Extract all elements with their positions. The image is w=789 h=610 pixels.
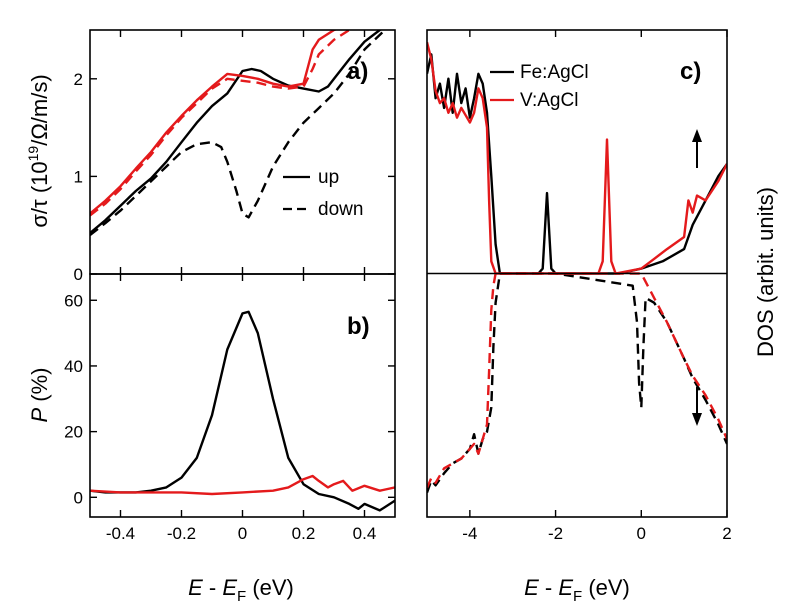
x-tick-label: -0.2 — [167, 524, 196, 543]
plot-frame-c — [426, 29, 728, 518]
legend-down-text: down — [318, 199, 363, 220]
spin-up-arrow-icon — [692, 129, 702, 142]
series-line-a-0 — [90, 30, 383, 234]
y-tick-label: 20 — [64, 423, 83, 442]
xlabel-b: E - EF (eV) — [188, 575, 294, 605]
xlabel-c-e: E — [524, 575, 539, 600]
legend-fe-text: Fe:AgCl — [520, 62, 589, 83]
xlabel-b-e: E — [188, 575, 203, 600]
xlabel-b-tail: (eV) — [246, 575, 294, 600]
plot-c: -4 -2 0 2 — [426, 29, 732, 543]
xlabel-c-ef: E — [558, 575, 573, 600]
ylabel-a-main: σ/τ (10 — [27, 161, 52, 227]
ylabel-a-exp: 19 — [25, 146, 41, 162]
x-tick-label: 0 — [637, 524, 646, 543]
ylabel-b-italic: P — [27, 408, 52, 423]
panel-label-b: b) — [347, 313, 370, 340]
plot-frame-b — [89, 273, 396, 518]
xlabel-c-tail: (eV) — [582, 575, 630, 600]
x-tick-label: 0 — [238, 524, 247, 543]
ylabel-b: P (%) — [27, 367, 52, 422]
xlabel-b-ef: E — [222, 575, 237, 600]
x-tick-label: -4 — [462, 524, 477, 543]
x-tick-label: 0.4 — [353, 524, 377, 543]
spin-down-arrow-icon — [692, 413, 702, 426]
xlabel-b-sub: F — [237, 588, 246, 605]
x-tick-label: 2 — [722, 524, 731, 543]
series-line-b-0 — [90, 310, 395, 512]
legend-up-text: up — [318, 167, 339, 188]
y-tick-label: 40 — [64, 357, 83, 376]
ylabel-b-tail: (%) — [27, 367, 52, 407]
ylabel-c: DOS (arbit. units) — [753, 187, 778, 357]
series-line-a-1 — [90, 30, 387, 236]
series-line-c-0 — [427, 53, 727, 275]
x-tick-label: 0.2 — [292, 524, 316, 543]
series-line-a-2 — [90, 30, 338, 215]
ylabel-a: σ/τ (1019/Ω/m/s) — [25, 74, 52, 227]
xlabel-c: E - EF (eV) — [524, 575, 630, 605]
y-tick-label: 0 — [74, 488, 83, 507]
series-line-c-2 — [427, 41, 727, 275]
y-tick-label: 0 — [74, 265, 83, 284]
y-tick-label: 60 — [64, 291, 83, 310]
series-line-b-1 — [90, 474, 395, 496]
x-tick-label: -0.4 — [106, 524, 135, 543]
y-tick-label: 2 — [74, 70, 83, 89]
plot-b: -0.4 -0.2 0 0.2 0.4 0 20 40 60 — [64, 273, 396, 543]
xlabel-c-sub: F — [573, 588, 582, 605]
series-line-c-1 — [427, 272, 727, 494]
ylabel-a-tail: /Ω/m/s) — [27, 74, 52, 145]
series-line-a-3 — [90, 30, 352, 217]
panel-label-c: c) — [680, 58, 701, 85]
x-tick-label: -2 — [548, 524, 563, 543]
y-tick-label: 1 — [74, 167, 83, 186]
legend-v-text: V:AgCl — [520, 90, 578, 111]
series-line-c-3 — [427, 272, 727, 489]
xlabel-c-mid: - — [539, 575, 559, 600]
xlabel-b-mid: - — [203, 575, 223, 600]
panel-label-a: a) — [347, 58, 368, 85]
